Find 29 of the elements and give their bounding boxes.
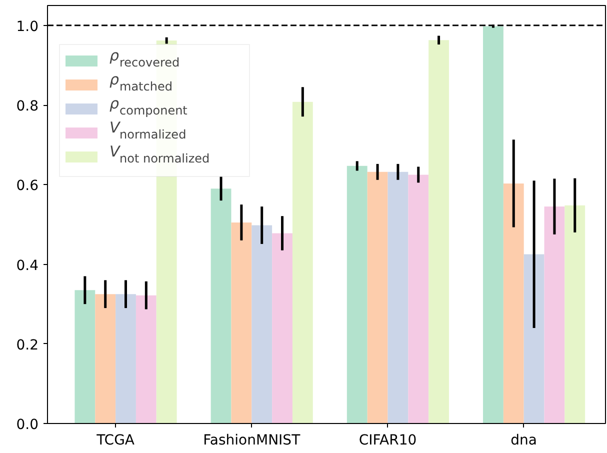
bar xyxy=(367,172,388,424)
bar xyxy=(136,295,156,424)
x-tick-label: dna xyxy=(510,432,538,448)
bar xyxy=(116,294,136,424)
bar xyxy=(272,233,292,424)
bar xyxy=(483,26,504,424)
y-tick-label: 0.0 xyxy=(16,417,38,433)
bar xyxy=(95,294,116,424)
bar xyxy=(428,40,449,424)
bar xyxy=(564,205,586,424)
y-tick-label: 0.4 xyxy=(16,258,39,274)
bar xyxy=(544,206,565,424)
y-tick-label: 0.2 xyxy=(16,337,38,354)
y-tick-label: 1.0 xyxy=(16,18,38,35)
y-tick-label: 0.6 xyxy=(16,178,39,194)
bar xyxy=(74,290,96,424)
bar xyxy=(252,225,272,424)
x-tick-label: CIFAR10 xyxy=(358,432,417,448)
x-tick-label: FashionMNIST xyxy=(203,432,301,448)
bar xyxy=(408,174,429,424)
bar xyxy=(346,166,368,424)
bar xyxy=(524,254,544,424)
bar xyxy=(231,222,252,424)
bar xyxy=(388,172,408,424)
y-tick-label: 0.8 xyxy=(16,98,38,115)
x-tick-label: TCGA xyxy=(96,432,135,448)
bar xyxy=(210,188,232,424)
bar xyxy=(292,102,313,424)
bar xyxy=(503,183,524,424)
